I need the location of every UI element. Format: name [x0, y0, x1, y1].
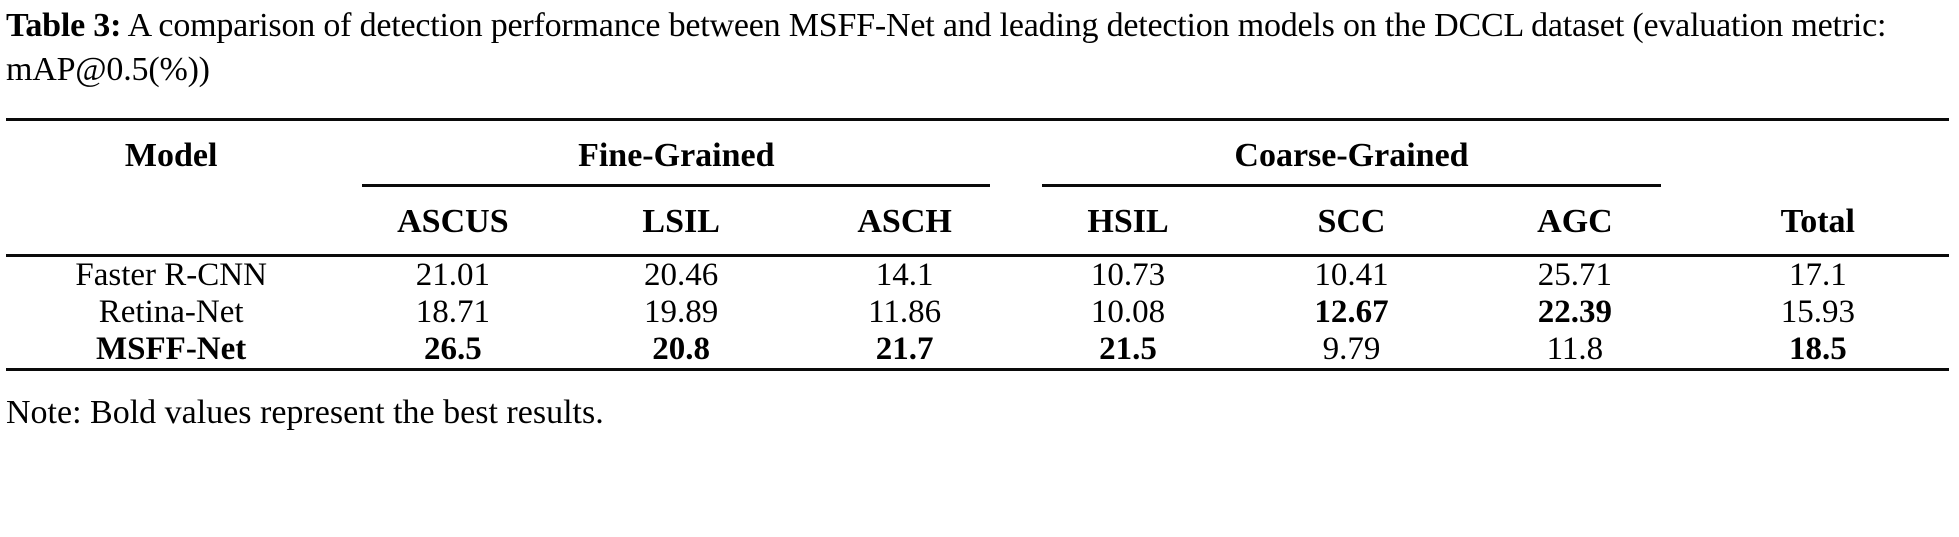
metric-cell-asch: 11.86 — [868, 294, 942, 330]
table-row-retina-net: Retina-Net 18.71 19.89 11.86 10.08 12.67… — [6, 294, 1949, 331]
column-header-total: Total — [1780, 203, 1855, 240]
table-caption: Table 3: A comparison of detection perfo… — [6, 4, 1949, 92]
metric-cell-hsil: 10.08 — [1090, 294, 1166, 330]
metric-cell-ascus: 21.01 — [336, 254, 570, 294]
metric-cell-total: 18.5 — [1788, 331, 1847, 367]
metric-cell-total: 15.93 — [1780, 294, 1855, 330]
header-spacer-total — [1687, 120, 1949, 188]
metric-cell-agc: 11.8 — [1546, 331, 1604, 367]
column-header-asch: ASCH — [857, 203, 952, 240]
column-header-hsil: HSIL — [1087, 203, 1169, 240]
column-header-ascus: ASCUS — [397, 203, 509, 240]
fine-grained-label: Fine-Grained — [362, 137, 991, 187]
column-group-fine-grained: Fine-Grained — [336, 120, 1016, 187]
metric-cell-agc: 25.71 — [1463, 254, 1687, 294]
table-note: Note: Bold values represent the best res… — [6, 394, 604, 431]
model-name-cell: MSFF-Net — [96, 331, 247, 367]
metric-cell-scc: 9.79 — [1322, 331, 1381, 367]
table-caption-label: Table 3: — [6, 7, 122, 44]
column-header-model: Model — [124, 137, 218, 174]
metric-cell-hsil: 10.73 — [1016, 254, 1240, 294]
metric-cell-hsil: 21.5 — [1099, 331, 1157, 367]
metric-cell-total: 17.1 — [1686, 254, 1949, 294]
metric-cell-ascus: 18.71 — [415, 294, 490, 330]
subheader-spacer-model — [6, 187, 336, 256]
metric-cell-lsil: 19.89 — [644, 294, 719, 330]
metric-cell-agc: 22.39 — [1537, 294, 1613, 330]
metric-cell-asch: 21.7 — [875, 331, 934, 367]
coarse-grained-label: Coarse-Grained — [1042, 137, 1661, 187]
results-table: Model Fine-Grained Coarse-Grained ASCUS … — [6, 118, 1949, 371]
metric-cell-lsil: 20.8 — [652, 331, 711, 367]
table-row-msff-net: MSFF-Net 26.5 20.8 21.7 21.5 9.79 11.8 1… — [6, 331, 1949, 370]
column-header-agc: AGC — [1537, 203, 1613, 240]
header-group-row: Model Fine-Grained Coarse-Grained — [6, 120, 1949, 188]
metric-cell-lsil: 20.46 — [569, 254, 793, 294]
model-name-cell: Retina-Net — [98, 294, 244, 330]
column-header-scc: SCC — [1317, 203, 1386, 240]
metric-cell-ascus: 26.5 — [424, 331, 482, 367]
table-caption-text: A comparison of detection performance be… — [6, 7, 1887, 88]
column-group-coarse-grained: Coarse-Grained — [1016, 120, 1686, 187]
column-header-lsil: LSIL — [642, 203, 720, 240]
header-subhead-row: ASCUS LSIL ASCH HSIL SCC AGC Total — [6, 187, 1949, 256]
model-name-cell: Faster R-CNN — [6, 254, 337, 294]
metric-cell-scc: 10.41 — [1239, 254, 1464, 294]
metric-cell-asch: 14.1 — [792, 254, 1017, 294]
metric-cell-scc: 12.67 — [1314, 294, 1389, 330]
table-row-faster-rcnn: Faster R-CNN 21.01 20.46 14.1 10.73 10.4… — [6, 254, 1949, 294]
